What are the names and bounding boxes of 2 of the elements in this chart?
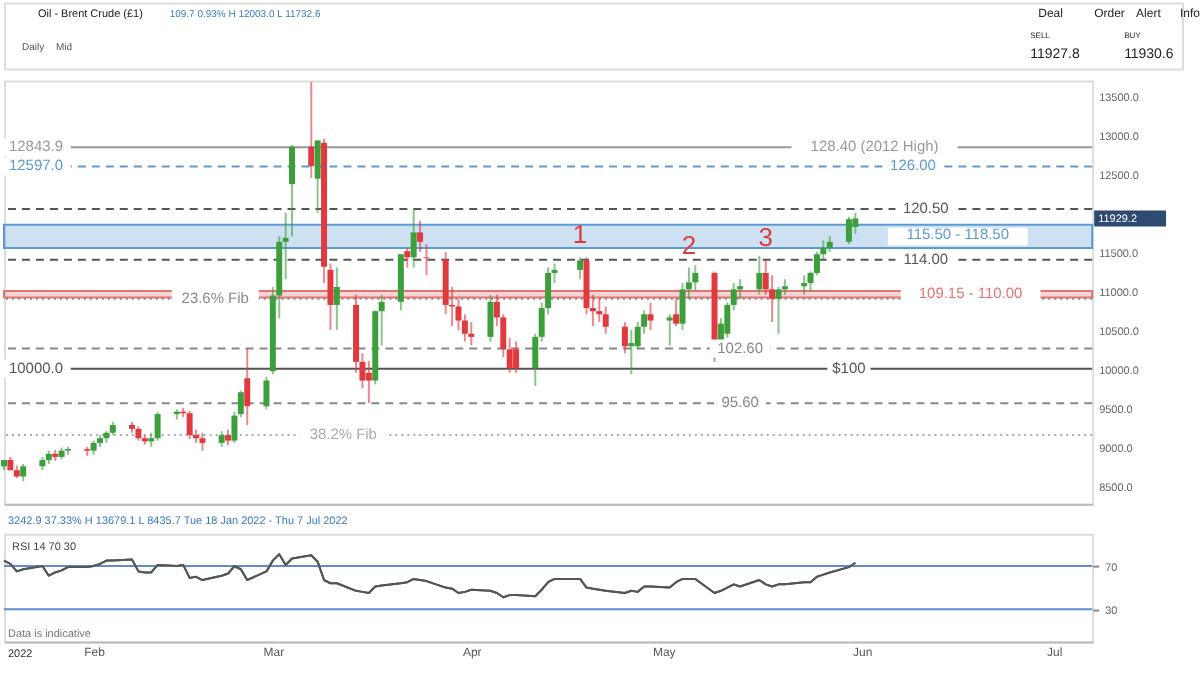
annotation: 1 xyxy=(572,219,588,250)
annotation: 3 xyxy=(758,221,773,252)
